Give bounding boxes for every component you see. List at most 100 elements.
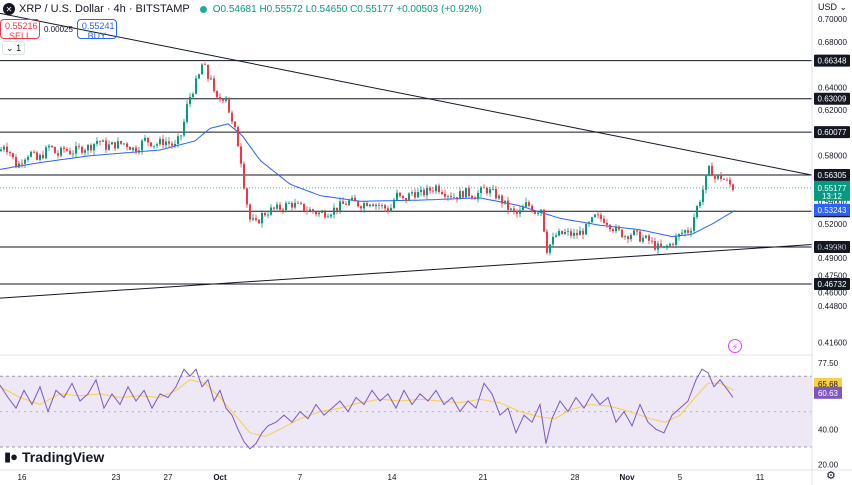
candle-body: [396, 192, 398, 200]
candle-body: [705, 175, 707, 190]
candle-body: [45, 147, 47, 159]
candle-body: [309, 209, 311, 211]
chevron-down-icon: ⌄: [6, 43, 14, 53]
level-label-box: [814, 169, 850, 182]
brand-name: TradingView: [22, 449, 105, 465]
candle-body: [48, 145, 50, 148]
candle-body: [597, 214, 599, 216]
candle-body: [477, 192, 479, 200]
candle-body: [354, 197, 356, 202]
candle-body: [177, 136, 179, 144]
candle-body: [246, 188, 248, 205]
candle-body: [330, 214, 332, 217]
candle-body: [645, 235, 647, 238]
candle-body: [207, 64, 209, 79]
candle-body: [117, 141, 119, 149]
candle-body: [693, 217, 695, 231]
candle-body: [18, 163, 20, 168]
candle-body: [561, 230, 563, 235]
candle-body: [453, 197, 455, 199]
candle-body: [24, 159, 26, 164]
candle-body: [525, 202, 527, 207]
candle-body: [711, 165, 713, 177]
candle-body: [351, 197, 353, 201]
lightning-icon[interactable]: ⚡: [728, 339, 742, 353]
candle-body: [378, 204, 380, 206]
candle-body: [165, 141, 167, 146]
tradingview-logo[interactable]: ▮● TradingView: [4, 449, 104, 465]
price-tick-label: 0.70000: [818, 15, 847, 24]
trade-panel: 0.55216 SELL 0.00025 0.55241 BUY: [0, 19, 117, 41]
price-plot: [0, 12, 813, 299]
rsi-plot: [0, 368, 812, 450]
candle-body: [105, 140, 107, 150]
candle-body: [183, 121, 185, 136]
candle-body: [666, 245, 668, 247]
candle-body: [249, 204, 251, 220]
candle-body: [267, 214, 269, 216]
candle-body: [276, 204, 278, 209]
candle-body: [57, 153, 59, 156]
candle-body: [576, 232, 578, 236]
candle-body: [327, 216, 329, 218]
candle-body: [102, 140, 104, 142]
candle-body: [36, 152, 38, 160]
candle-body: [723, 178, 725, 180]
candle-body: [684, 230, 686, 233]
candle-body: [324, 211, 326, 218]
candle-body: [297, 202, 299, 204]
buy-button[interactable]: 0.55241 BUY: [76, 19, 117, 41]
level-label-box: [814, 278, 850, 291]
candle-body: [360, 206, 362, 209]
candle-body: [651, 240, 653, 242]
candle-body: [459, 191, 461, 200]
candle-body: [399, 192, 401, 196]
candle-body: [657, 243, 659, 250]
candle-body: [363, 203, 365, 209]
price-tick-label: 0.52000: [818, 220, 847, 229]
candle-body: [708, 165, 710, 176]
candle-body: [435, 185, 437, 192]
candle-body: [366, 203, 368, 207]
candle-body: [468, 187, 470, 197]
ohlc-values: O0.54681 H0.55572 L0.54650 C0.55177 +0.0…: [212, 3, 482, 15]
candle-body: [480, 187, 482, 193]
sell-button[interactable]: 0.55216 SELL: [0, 19, 40, 41]
candle-body: [6, 146, 8, 153]
time-axis: 16 23 27 Oct 7 14 21 28 Nov 5 11: [18, 473, 765, 482]
candle-body: [717, 174, 719, 179]
candle-body: [108, 144, 110, 150]
candle-body: [513, 208, 515, 211]
candle-body: [618, 226, 620, 230]
candle-body: [192, 93, 194, 98]
candle-body: [675, 236, 677, 245]
symbol-title[interactable]: XRP / U.S. Dollar · 4h · BITSTAMP: [19, 3, 190, 15]
rsi-value-label: 60.63: [818, 389, 839, 398]
current-price-label: 0.55177: [818, 184, 847, 193]
level-label: 0.46732: [818, 280, 847, 289]
gear-icon[interactable]: ⚙: [826, 470, 836, 482]
price-tick-label: 0.46000: [818, 288, 847, 297]
candle-body: [348, 200, 350, 205]
candle-body: [216, 91, 218, 98]
interval-toggle[interactable]: ⌄ 1: [2, 41, 26, 55]
time-tick-label: 14: [388, 473, 397, 482]
time-tick-label: Nov: [619, 473, 635, 482]
candle-body: [732, 184, 734, 191]
candle-body: [228, 97, 230, 113]
candle-body: [474, 198, 476, 200]
candle-body: [135, 147, 137, 153]
candle-body: [54, 147, 56, 154]
candle-body: [240, 146, 242, 164]
candle-body: [681, 232, 683, 235]
candle-body: [156, 144, 158, 146]
candle-body: [564, 231, 566, 235]
candle-body: [87, 144, 89, 151]
candle-body: [654, 241, 656, 250]
candle-body: [213, 78, 215, 92]
candle-body: [78, 146, 80, 148]
candle-body: [543, 209, 545, 232]
candle-body: [243, 163, 245, 189]
currency-selector[interactable]: USD ⌄: [818, 2, 847, 13]
